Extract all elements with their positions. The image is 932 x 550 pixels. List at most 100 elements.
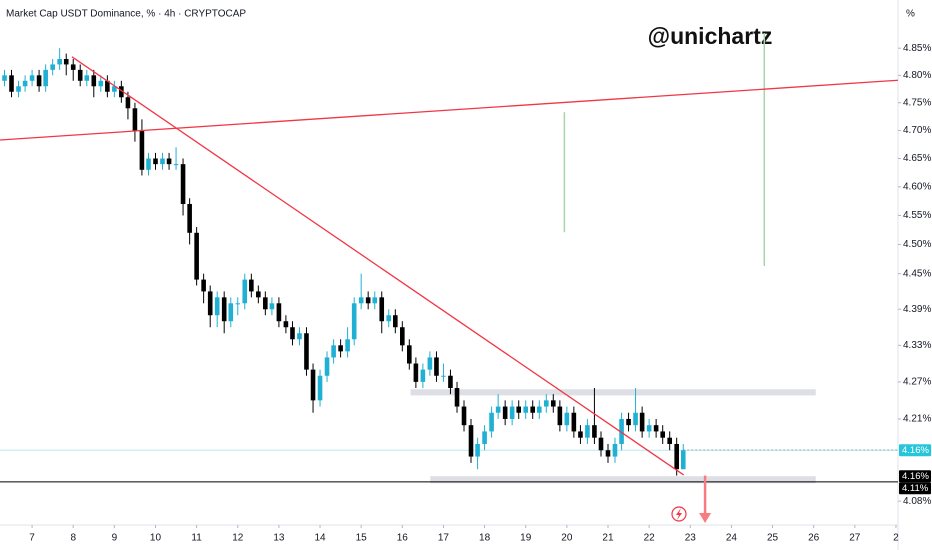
candle-body bbox=[639, 412, 645, 432]
candle-body bbox=[153, 158, 158, 165]
candle-body bbox=[400, 327, 405, 346]
candle-body bbox=[249, 279, 254, 292]
candle-body bbox=[207, 291, 213, 316]
candle-body bbox=[310, 369, 316, 401]
x-tick-label: 15 bbox=[356, 533, 368, 544]
candle-body bbox=[557, 406, 563, 426]
candle-body bbox=[386, 315, 392, 322]
y-tick-label: 4.85% bbox=[903, 43, 931, 54]
candle-body bbox=[180, 164, 186, 204]
candle-body bbox=[63, 59, 69, 65]
y-tick-label: 4.21% bbox=[903, 414, 931, 425]
candle-body bbox=[578, 431, 583, 438]
trendline bbox=[0, 79, 899, 141]
y-tick-label: 4.50% bbox=[903, 239, 931, 250]
candle-body bbox=[132, 108, 138, 131]
x-tick-label: 21 bbox=[602, 533, 614, 544]
candle-body bbox=[70, 64, 76, 70]
candle-body bbox=[256, 291, 261, 298]
x-tick-label: 13 bbox=[273, 533, 285, 544]
candle-body bbox=[448, 375, 453, 389]
candle-body bbox=[420, 369, 426, 382]
x-tick-label: 19 bbox=[520, 533, 532, 544]
x-tick-label: 12 bbox=[232, 533, 244, 544]
candle-body bbox=[372, 297, 378, 304]
candle-body bbox=[365, 297, 371, 304]
x-tick-label: 22 bbox=[644, 533, 656, 544]
candle-body bbox=[475, 443, 480, 457]
candle-body bbox=[571, 412, 577, 432]
x-tick-label: 9 bbox=[112, 533, 118, 544]
candle-body bbox=[516, 406, 522, 413]
y-tick-label: 4.55% bbox=[903, 210, 931, 221]
candle-body bbox=[57, 59, 62, 65]
candle-body bbox=[413, 363, 419, 382]
candle-body bbox=[633, 412, 638, 426]
candle-body bbox=[502, 406, 508, 419]
x-tick-label: 25 bbox=[767, 533, 779, 544]
x-tick-label: 27 bbox=[849, 533, 861, 544]
candle-body bbox=[91, 75, 97, 87]
candle-body bbox=[166, 158, 172, 165]
candle-body bbox=[77, 69, 83, 81]
candle-body bbox=[139, 130, 145, 170]
candle-body bbox=[283, 321, 289, 328]
x-tick-label: 17 bbox=[438, 533, 450, 544]
candle-body bbox=[9, 75, 14, 92]
candle-body bbox=[660, 431, 666, 438]
candle-body bbox=[36, 75, 42, 87]
candle-body bbox=[263, 297, 268, 310]
x-tick-label: 18 bbox=[479, 533, 491, 544]
alert-icon bbox=[671, 506, 687, 522]
candle-body bbox=[214, 297, 220, 316]
x-tick-label: 26 bbox=[808, 533, 820, 544]
candle-body bbox=[523, 406, 529, 413]
candle-body bbox=[674, 443, 679, 470]
y-tick-label: 4.27% bbox=[903, 377, 931, 388]
candle-body bbox=[235, 303, 241, 305]
x-tick-label: 8 bbox=[70, 533, 76, 544]
price-label-box bbox=[899, 470, 931, 483]
candle-body bbox=[454, 388, 460, 407]
candle-body bbox=[592, 425, 597, 438]
candle-body bbox=[543, 400, 549, 407]
candle-body bbox=[304, 333, 309, 370]
candle-body bbox=[536, 406, 542, 413]
candle-body bbox=[605, 450, 611, 457]
x-tick-label: 2 bbox=[893, 533, 899, 544]
candle-body bbox=[119, 86, 124, 98]
zone bbox=[410, 389, 816, 396]
candle-body bbox=[16, 86, 21, 92]
candle-body bbox=[105, 80, 110, 92]
x-tick-label: 7 bbox=[29, 533, 35, 544]
arrow-head bbox=[699, 513, 712, 524]
candle-body bbox=[297, 333, 302, 340]
price-label-box bbox=[899, 482, 931, 495]
candle-body bbox=[338, 345, 343, 352]
candle-body bbox=[173, 164, 179, 166]
candle-body bbox=[2, 75, 7, 81]
candle-body bbox=[393, 315, 398, 328]
y-tick-label: 4.33% bbox=[903, 340, 931, 351]
candle-body bbox=[550, 400, 556, 407]
candle-body bbox=[619, 418, 624, 444]
candle-body bbox=[146, 158, 151, 170]
candle-body bbox=[427, 357, 433, 370]
y-tick-label: 4.80% bbox=[903, 70, 931, 81]
x-tick-label: 16 bbox=[397, 533, 409, 544]
candle-body bbox=[351, 303, 357, 340]
candle-body bbox=[626, 418, 631, 426]
candle-body bbox=[598, 437, 604, 451]
candle-body bbox=[358, 297, 364, 304]
candle-body bbox=[653, 425, 659, 432]
y-tick-label: 4.65% bbox=[903, 153, 931, 164]
candle-body bbox=[646, 425, 652, 432]
candle-body bbox=[489, 412, 494, 432]
x-tick-label: 14 bbox=[314, 533, 326, 544]
y-tick-label: 4.39% bbox=[903, 304, 931, 315]
candle-body bbox=[680, 450, 686, 470]
x-tick-label: 11 bbox=[191, 533, 202, 544]
candle-body bbox=[84, 75, 90, 81]
